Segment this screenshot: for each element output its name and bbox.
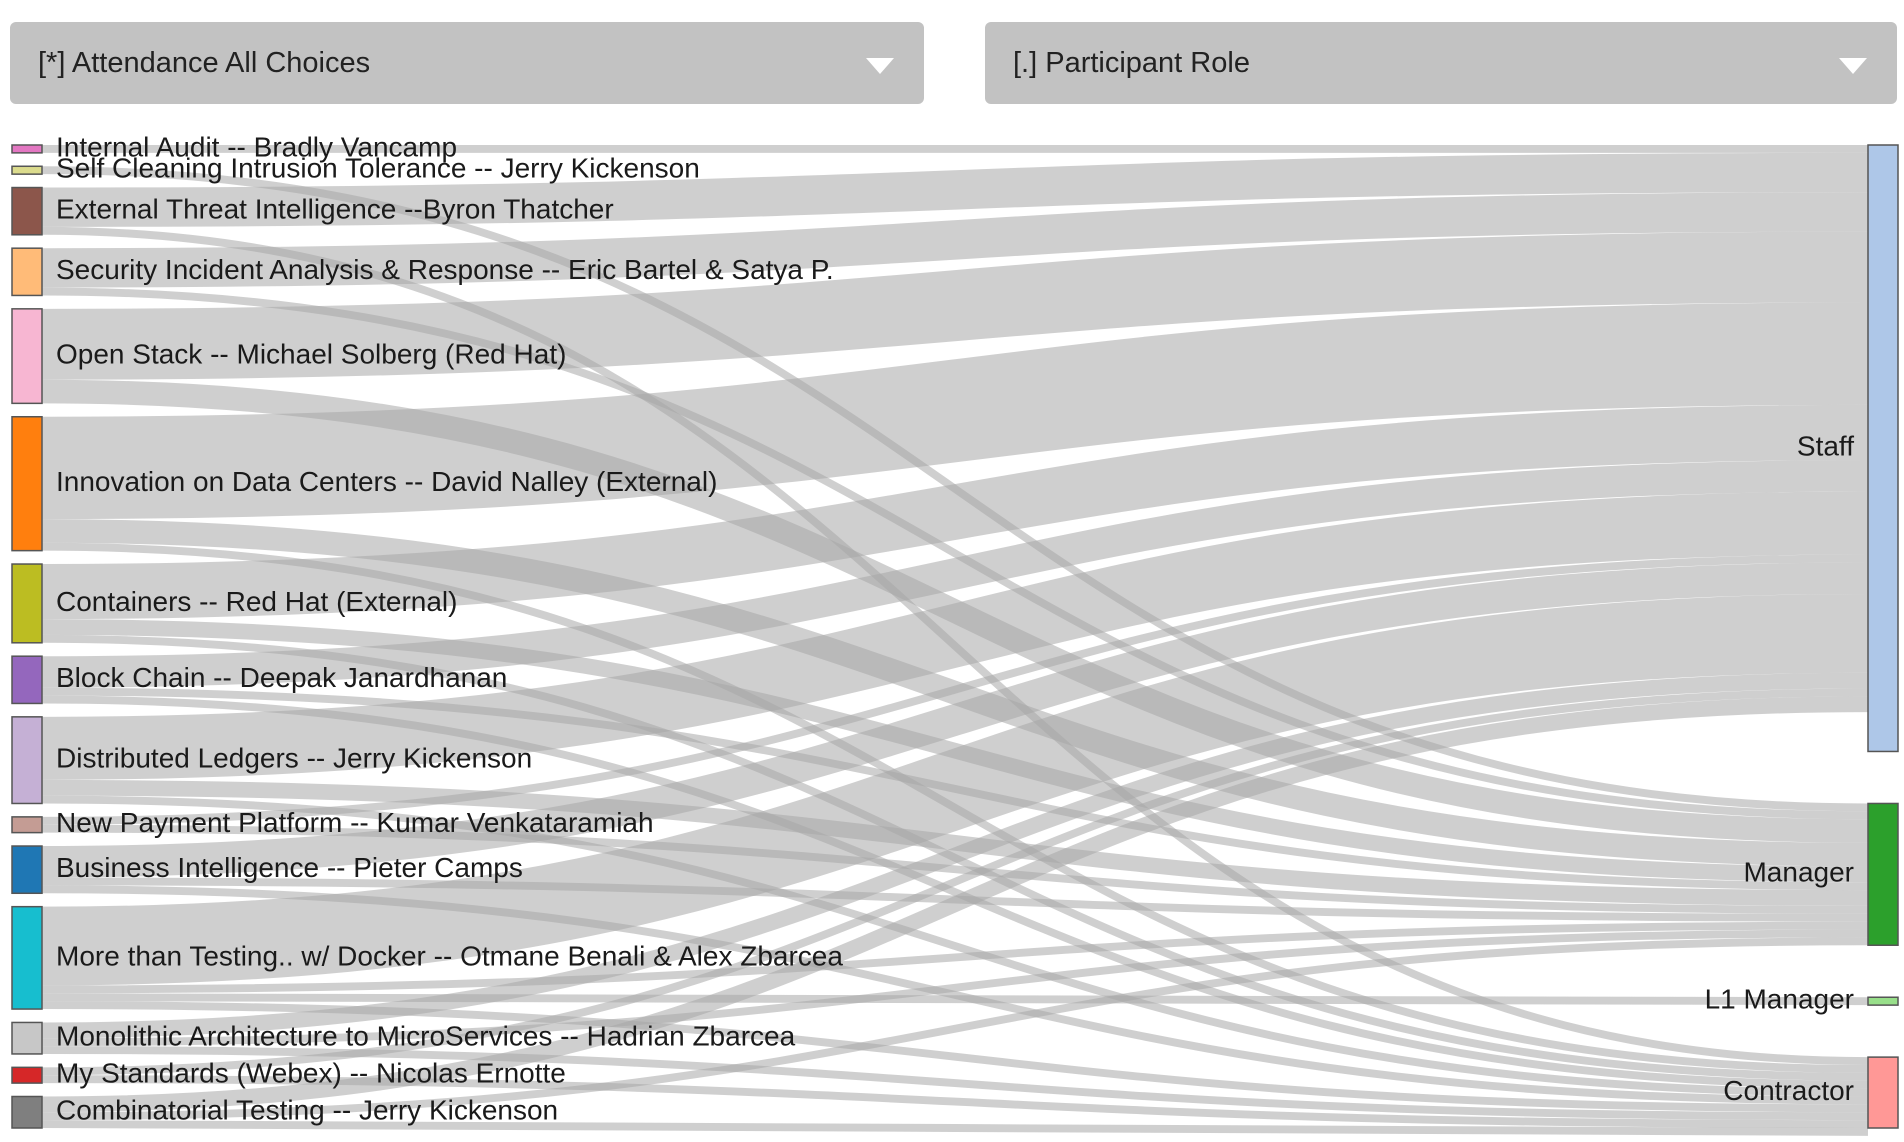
source-node-label: Monolithic Architecture to MicroServices… [56, 1021, 796, 1052]
target-node[interactable] [1867, 996, 1899, 1006]
sankey-link[interactable] [41, 779, 1869, 906]
target-node[interactable] [1867, 144, 1899, 753]
participant-role-dropdown-label: [.] Participant Role [1013, 46, 1250, 79]
source-node[interactable] [11, 845, 43, 895]
sankey-link[interactable] [41, 491, 1869, 780]
sankey-link[interactable] [41, 937, 1869, 1121]
sankey-link[interactable] [41, 1046, 1869, 1121]
chevron-down-icon[interactable] [1839, 58, 1867, 74]
source-node[interactable] [11, 1066, 43, 1084]
source-node-label: Self Cleaning Intrusion Tolerance -- Jer… [56, 153, 700, 184]
sankey-link[interactable] [41, 795, 1869, 1097]
link-layer [41, 144, 1869, 1136]
sankey-link[interactable] [41, 460, 1869, 688]
sankey-link[interactable] [41, 696, 1869, 1113]
sankey-link[interactable] [41, 231, 1869, 380]
target-node-label: L1 Manager [1705, 984, 1854, 1015]
sankey-link[interactable] [41, 672, 1869, 1039]
target-node-label: Staff [1797, 431, 1854, 462]
source-node[interactable] [11, 1021, 43, 1055]
source-node-label: Innovation on Data Centers -- David Nall… [56, 466, 717, 497]
source-node[interactable] [11, 563, 43, 644]
sankey-link[interactable] [41, 929, 1869, 1047]
source-node[interactable] [11, 1095, 43, 1129]
sankey-link[interactable] [41, 192, 1869, 288]
sankey-link[interactable] [41, 993, 1869, 1006]
source-node-label: Security Incident Analysis & Response --… [56, 254, 834, 285]
sankey-link[interactable] [41, 1120, 1869, 1136]
source-node-label: My Standards (Webex) -- Nicolas Ernotte [56, 1058, 566, 1089]
source-node-label: Open Stack -- Michael Solberg (Red Hat) [56, 338, 566, 369]
source-node[interactable] [11, 655, 43, 705]
sankey-link[interactable] [41, 404, 1869, 620]
source-node[interactable] [11, 308, 43, 405]
source-node[interactable] [11, 415, 43, 552]
source-node-label: New Payment Platform -- Kumar Venkataram… [56, 807, 654, 838]
participant-role-dropdown[interactable]: [.] Participant Role [985, 22, 1897, 104]
sankey-link[interactable] [41, 302, 1869, 520]
sankey-link[interactable] [41, 688, 1869, 1076]
sankey-link[interactable] [41, 554, 1869, 825]
source-node[interactable] [11, 186, 43, 236]
source-node-label: Containers -- Red Hat (External) [56, 586, 457, 617]
attendance-dropdown[interactable]: [*] Attendance All Choices [10, 22, 924, 104]
source-node[interactable] [11, 816, 43, 834]
source-node[interactable] [11, 165, 43, 175]
source-node-label: Business Intelligence -- Pieter Camps [56, 852, 523, 883]
source-node-label: Block Chain -- Deepak Janardhanan [56, 662, 507, 693]
chevron-down-icon[interactable] [866, 58, 894, 74]
source-node[interactable] [11, 905, 43, 1010]
target-node[interactable] [1867, 802, 1899, 946]
source-node-label: External Threat Intelligence --Byron Tha… [56, 194, 614, 225]
attendance-dropdown-label: [*] Attendance All Choices [38, 46, 371, 79]
source-node-label: Combinatorial Testing -- Jerry Kickenson [56, 1095, 558, 1126]
source-node[interactable] [11, 144, 43, 154]
source-node-label: More than Testing.. w/ Docker -- Otmane … [56, 940, 843, 971]
sankey-link[interactable] [41, 562, 1869, 878]
source-node-label: Internal Audit -- Bradly Vancamp [56, 131, 457, 162]
sankey-link[interactable] [41, 921, 1869, 994]
sankey-link[interactable] [41, 152, 1869, 227]
target-node[interactable] [1867, 1056, 1899, 1129]
sankey-link[interactable] [41, 593, 1869, 986]
source-node[interactable] [11, 247, 43, 297]
source-node[interactable] [11, 716, 43, 805]
target-node-label: Contractor [1723, 1075, 1854, 1106]
source-node-label: Distributed Ledgers -- Jerry Kickenson [56, 743, 532, 774]
target-node-label: Manager [1743, 857, 1854, 888]
